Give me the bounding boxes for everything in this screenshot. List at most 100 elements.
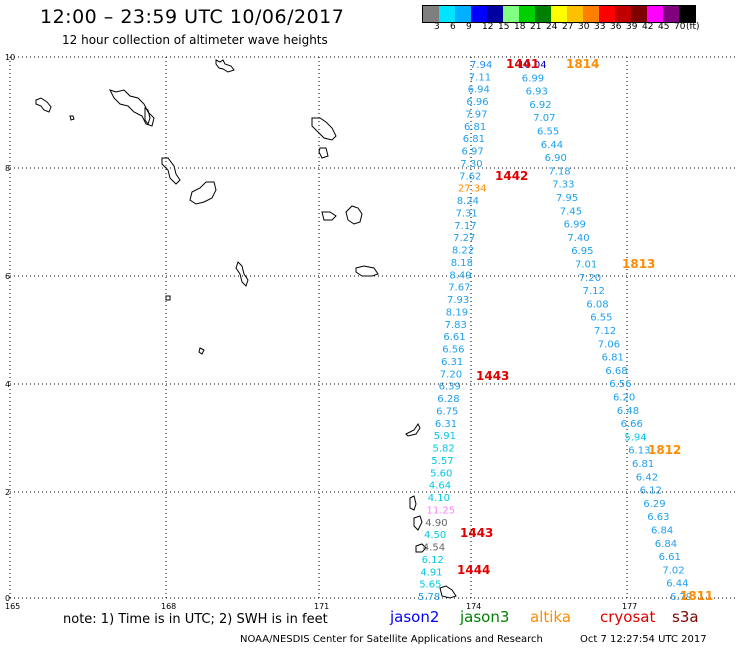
scale-label: 45 bbox=[658, 22, 670, 32]
wave-height-value: 7.07 bbox=[533, 113, 555, 124]
pass-number-label: 1441 bbox=[506, 57, 539, 71]
lat-tick-label: 2 bbox=[5, 488, 10, 497]
wave-height-value: 6.56 bbox=[609, 379, 631, 390]
sat-label-jason2: jason2 bbox=[390, 608, 440, 626]
wave-height-value: 6.44 bbox=[666, 579, 688, 590]
wave-height-value: 6.84 bbox=[651, 526, 673, 537]
wave-height-value: 7.02 bbox=[662, 565, 684, 576]
wave-height-value: 6.63 bbox=[647, 512, 669, 523]
lat-tick-label: 4 bbox=[5, 380, 10, 389]
altimeter-track-b: 10.04 6.99 6.93 6.92 7.07 6.55 6.44 6.90 7.18 7.3… bbox=[518, 60, 692, 603]
island-outline bbox=[409, 495, 417, 511]
scale-label: 6 bbox=[450, 22, 456, 32]
wave-height-value: 8.49 bbox=[449, 270, 471, 281]
wave-height-value: 7.20 bbox=[440, 369, 462, 380]
island-outline bbox=[405, 423, 421, 437]
wave-height-value: 7.40 bbox=[567, 233, 589, 244]
wave-height-value: 6.99 bbox=[564, 220, 586, 231]
wave-height-value: 7.33 bbox=[552, 180, 574, 191]
pass-number-label: 1813 bbox=[622, 257, 655, 271]
wave-height-value: 6.99 bbox=[522, 73, 544, 84]
island-outline bbox=[165, 295, 171, 301]
island-outline bbox=[318, 147, 329, 159]
wave-height-value: 7.62 bbox=[459, 171, 481, 182]
scale-swatch bbox=[455, 6, 471, 22]
wave-height-value: 6.55 bbox=[590, 313, 612, 324]
island-outline bbox=[144, 107, 151, 126]
scale-swatch bbox=[519, 6, 535, 22]
wave-height-value: 6.93 bbox=[526, 87, 548, 98]
lat-tick-label: 6 bbox=[5, 272, 10, 281]
island-outline bbox=[415, 543, 427, 553]
pass-number-label: 1814 bbox=[566, 57, 599, 71]
wave-height-value: 6.20 bbox=[613, 393, 635, 404]
footer-note: note: 1) Time is in UTC; 2) SWH is in fe… bbox=[63, 612, 328, 627]
scale-swatch bbox=[663, 6, 679, 22]
wave-height-value: 6.56 bbox=[442, 345, 464, 356]
wave-height-value: 4.54 bbox=[423, 543, 445, 554]
pass-labels: 1441 1814 1442 1813 1443 1812 1443 1444 1811 bbox=[457, 57, 713, 603]
wave-height-value: 8.19 bbox=[446, 307, 468, 318]
sat-label-cryosat: cryosat bbox=[600, 608, 656, 626]
wave-height-value: 6.81 bbox=[602, 353, 624, 364]
wave-height-value: 7.30 bbox=[460, 159, 482, 170]
wave-height-value: 5.78 bbox=[418, 592, 440, 603]
wave-height-value: 6.55 bbox=[537, 127, 559, 138]
wave-height-value: 5.60 bbox=[430, 468, 452, 479]
island-outline bbox=[321, 211, 337, 221]
scale-label: 39 bbox=[626, 22, 638, 32]
wave-height-value: 8.18 bbox=[451, 258, 473, 269]
wave-height-value: 6.42 bbox=[636, 472, 658, 483]
wave-height-value: 11.25 bbox=[427, 505, 456, 516]
lat-tick-label: 8 bbox=[5, 164, 10, 173]
wave-height-value: 6.81 bbox=[463, 134, 485, 145]
pass-number-label: 1812 bbox=[648, 443, 681, 457]
wave-height-value: 6.90 bbox=[545, 153, 567, 164]
scale-swatch bbox=[647, 6, 663, 22]
island-outline bbox=[69, 115, 75, 121]
wave-height-value: 7.18 bbox=[548, 166, 570, 177]
wave-height-value: 6.97 bbox=[462, 147, 484, 158]
pass-number-label: 1443 bbox=[476, 369, 509, 383]
wave-height-value: 4.10 bbox=[428, 493, 450, 504]
lon-tick-label: 168 bbox=[161, 602, 176, 611]
wave-height-value: 7.95 bbox=[556, 193, 578, 204]
scale-label: 33 bbox=[594, 22, 606, 32]
wave-height-value: 6.66 bbox=[621, 419, 643, 430]
wave-height-value: 6.61 bbox=[659, 552, 681, 563]
lat-tick-label: 0 bbox=[5, 594, 10, 603]
wave-height-value: 7.31 bbox=[456, 209, 478, 220]
page-title: 12:00 – 23:59 UTC 10/06/2017 bbox=[40, 6, 345, 28]
wave-height-value: 6.81 bbox=[464, 122, 486, 133]
wave-height-value: 6.39 bbox=[439, 382, 461, 393]
scale-label: (ft) bbox=[686, 22, 700, 32]
wave-height-value: 5.82 bbox=[433, 444, 455, 455]
scale-swatch bbox=[583, 6, 599, 22]
wave-height-value: 7.93 bbox=[447, 295, 469, 306]
wave-height-value: 27.34 bbox=[458, 184, 487, 195]
island-outline bbox=[189, 181, 217, 205]
wave-height-value: 7.27 bbox=[453, 233, 475, 244]
wave-height-value: 7.01 bbox=[575, 260, 597, 271]
wave-height-value: 6.84 bbox=[655, 539, 677, 550]
island-outline bbox=[161, 157, 181, 185]
island-outline bbox=[413, 515, 423, 531]
sat-label-jason3: jason3 bbox=[460, 608, 510, 626]
wave-height-value: 6.13 bbox=[628, 446, 650, 457]
sat-label-altika: altika bbox=[530, 608, 572, 626]
scale-swatch bbox=[631, 6, 647, 22]
scale-swatch bbox=[679, 6, 695, 22]
lat-lon-grid: 165 168 171 174 177 0 2 4 6 8 10 bbox=[5, 53, 735, 611]
scale-label: 12 bbox=[482, 22, 494, 32]
wave-height-value: 6.61 bbox=[443, 332, 465, 343]
scale-label: 21 bbox=[530, 22, 542, 32]
wave-height-value: 5.57 bbox=[431, 456, 453, 467]
pass-number-label: 1443 bbox=[460, 526, 493, 540]
wave-height-value: 8.22 bbox=[452, 246, 474, 257]
wave-height-value: 6.68 bbox=[605, 366, 627, 377]
wave-height-value: 7.45 bbox=[560, 206, 582, 217]
scale-label: 18 bbox=[514, 22, 526, 32]
lon-tick-label: 177 bbox=[622, 602, 637, 611]
wave-height-value: 4.91 bbox=[420, 567, 442, 578]
